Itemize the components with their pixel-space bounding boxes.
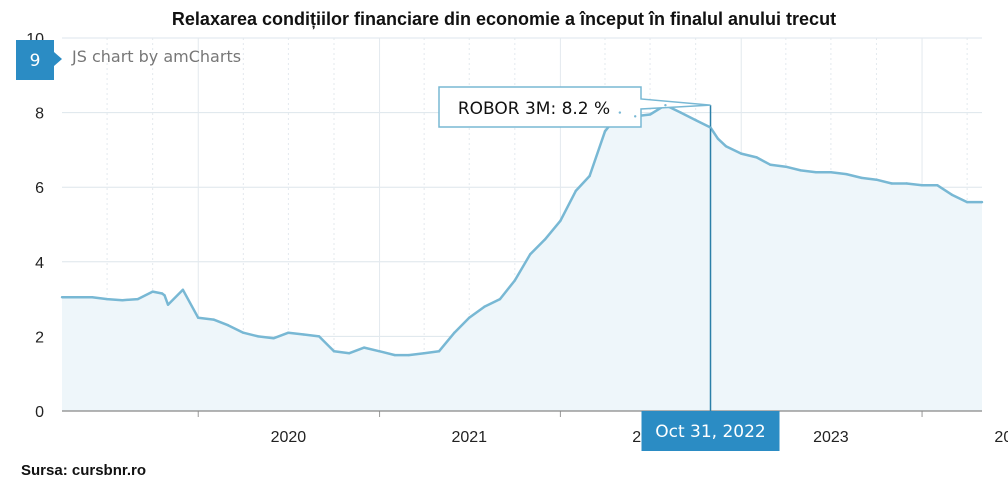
data-point: [393, 353, 397, 357]
data-point: [574, 189, 577, 193]
y-tick-label: 8: [35, 106, 44, 123]
data-point: [920, 184, 924, 187]
data-point: [814, 171, 818, 174]
data-point: [468, 316, 471, 319]
cursor-y-badge: [16, 40, 62, 80]
data-point: [498, 297, 502, 301]
data-point: [151, 290, 154, 293]
data-point: [332, 350, 336, 353]
data-point: [302, 333, 305, 336]
data-point: [936, 184, 939, 187]
data-point: [905, 182, 908, 185]
cursor-date-badge: [641, 411, 780, 451]
data-point: [422, 351, 426, 355]
data-point: [75, 296, 79, 299]
data-point: [950, 193, 953, 196]
data-point: [166, 303, 170, 306]
data-point: [121, 299, 124, 302]
data-point: [136, 297, 139, 301]
data-points: [60, 103, 984, 357]
x-tick-label: 2021: [451, 429, 487, 446]
data-point: [272, 337, 275, 340]
source-note: Sursa: cursbnr.ro: [21, 462, 147, 479]
data-point: [694, 118, 697, 122]
data-point: [181, 288, 185, 291]
x-tick-label: 2024: [994, 429, 1008, 446]
data-point: [860, 176, 863, 180]
data-point: [407, 353, 410, 357]
data-point: [890, 182, 894, 185]
data-point: [634, 115, 637, 118]
data-point: [91, 296, 94, 299]
data-point: [588, 174, 591, 178]
data-point: [197, 316, 200, 319]
y-tick-label: 4: [35, 255, 44, 272]
data-point: [453, 331, 456, 334]
data-point: [105, 297, 109, 301]
data-point: [226, 324, 230, 327]
data-point: [980, 200, 984, 204]
x-tick-label: 2020: [271, 429, 307, 446]
data-point: [845, 172, 848, 176]
data-point: [829, 171, 833, 174]
data-point: [664, 103, 667, 107]
data-point: [603, 130, 607, 133]
tooltip-box: [438, 86, 711, 128]
y-tick-label: 0: [35, 404, 44, 421]
data-point: [287, 331, 290, 334]
y-tick-label: 6: [35, 180, 44, 197]
y-tick-label: 2: [35, 329, 44, 346]
data-point: [348, 351, 351, 355]
data-point: [769, 163, 772, 167]
data-point: [709, 126, 712, 129]
data-point: [60, 296, 64, 299]
data-point: [363, 346, 366, 349]
data-point: [618, 111, 622, 114]
data-point: [784, 165, 788, 168]
data-point: [543, 238, 547, 241]
tooltip-text: ROBOR 3M: 8.2 %: [458, 99, 610, 119]
chart-title: Relaxarea condițiilor financiare din eco…: [171, 9, 837, 29]
data-point: [513, 279, 517, 282]
data-point: [799, 169, 802, 172]
data-point: [875, 178, 878, 181]
data-point: [212, 318, 215, 321]
data-point: [724, 144, 728, 148]
data-point: [256, 335, 260, 338]
data-point: [163, 294, 166, 297]
data-point: [160, 292, 164, 295]
data-point: [317, 335, 321, 338]
x-tick-label: 2023: [813, 429, 849, 446]
data-point: [483, 305, 486, 308]
data-point: [559, 219, 562, 222]
data-point: [242, 331, 245, 334]
chart-cursor: ROBOR 3M: 8.2 % Oct 31, 2022 9: [16, 40, 780, 451]
data-point: [378, 350, 381, 353]
data-point: [437, 350, 441, 353]
data-point: [679, 111, 682, 114]
cursor-date-label: Oct 31, 2022: [655, 422, 766, 442]
data-point: [716, 137, 720, 140]
data-point: [755, 156, 758, 159]
data-point: [648, 113, 652, 116]
data-point: [528, 253, 532, 256]
watermark-text[interactable]: JS chart by amCharts: [71, 47, 241, 66]
cursor-y-value: 9: [30, 51, 41, 71]
data-point: [965, 200, 969, 204]
data-point: [740, 152, 743, 155]
area-fill: [62, 105, 982, 411]
